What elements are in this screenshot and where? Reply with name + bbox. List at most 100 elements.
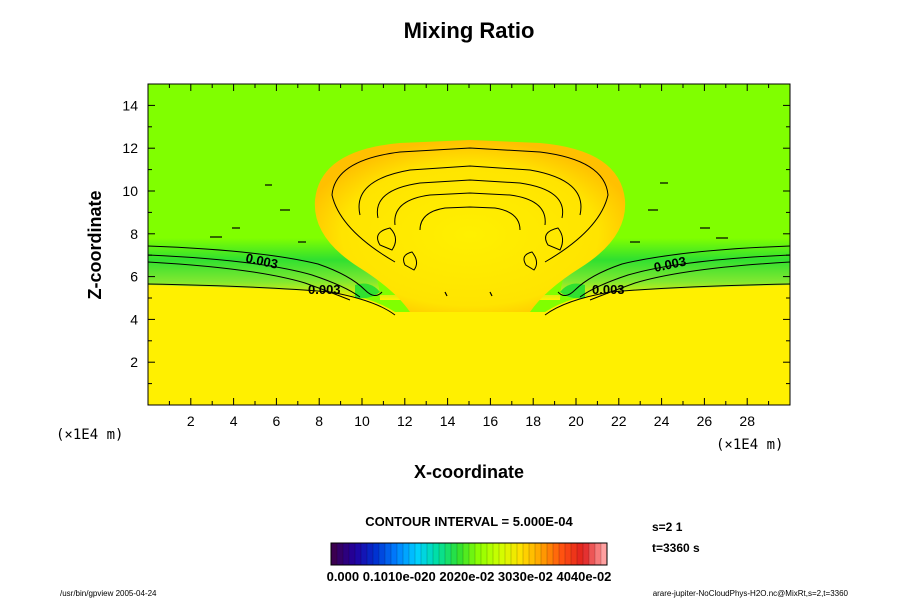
colorbar-swatch xyxy=(529,543,536,565)
colorbar-swatch xyxy=(379,543,386,565)
x-tick-label: 6 xyxy=(273,413,281,429)
time-label: t=3360 s xyxy=(652,541,700,555)
right-pocket xyxy=(560,283,585,299)
colorbar-swatch xyxy=(451,543,458,565)
x-tick-label: 26 xyxy=(697,413,713,429)
contour-label: 0.003 xyxy=(653,253,688,274)
footer-right: arare-jupiter-NoCloudPhys-H2O.nc@MixRt,s… xyxy=(653,589,849,598)
x-tick-label: 18 xyxy=(525,413,541,429)
y-tick-label: 6 xyxy=(130,269,138,285)
colorbar-swatch xyxy=(355,543,362,565)
y-axis-title: Z-coordinate xyxy=(85,190,105,299)
contour-label: 0.003 xyxy=(244,250,279,271)
colorbar-swatch xyxy=(589,543,596,565)
y-tick-label: 2 xyxy=(130,354,138,370)
colorbar-swatch xyxy=(397,543,404,565)
plume-ring-3 xyxy=(394,192,546,226)
colorbar-frame xyxy=(330,542,608,566)
x-axis: 2 4 6 8 10 12 14 16 18 20 22 24 26 28 xyxy=(168,84,770,429)
colorbar-swatch xyxy=(517,543,524,565)
colorbar-swatch xyxy=(595,543,602,565)
contour-label: 0.003 xyxy=(592,282,625,297)
colorbar-swatch xyxy=(373,543,380,565)
colorbar-swatch xyxy=(535,543,542,565)
slice-label: s=2 1 xyxy=(652,520,683,534)
contour-right-1 xyxy=(557,245,790,296)
colorbar-swatch xyxy=(337,543,344,565)
colorbar xyxy=(330,543,608,565)
y-tick-label: 10 xyxy=(122,183,138,199)
colorbar-swatch xyxy=(391,543,398,565)
x-tick-label: 20 xyxy=(568,413,584,429)
colorbar-swatch xyxy=(493,543,500,565)
plume-ring-4 xyxy=(419,206,521,231)
x-axis-unit: (×1E4 m) xyxy=(716,437,783,453)
contour-interval-label: CONTOUR INTERVAL = 5.000E-04 xyxy=(365,514,573,529)
chart-title: Mixing Ratio xyxy=(404,18,535,43)
colorbar-swatch xyxy=(547,543,554,565)
colorbar-swatch xyxy=(541,543,548,565)
contour-left-3 xyxy=(148,261,351,301)
colorbar-swatch xyxy=(385,543,392,565)
contour-label-layer: 0.003 0.003 0.003 0.003 xyxy=(244,250,687,297)
x-tick-label: 14 xyxy=(440,413,456,429)
colorbar-swatch xyxy=(415,543,422,565)
contour-left-4 xyxy=(148,283,396,316)
y-axis: 2 4 6 8 10 12 14 xyxy=(122,97,790,385)
colorbar-swatch xyxy=(361,543,368,565)
colorbar-swatch xyxy=(343,543,350,565)
colorbar-swatch xyxy=(403,543,410,565)
y-tick-label: 4 xyxy=(130,311,138,327)
contour-left-2 xyxy=(148,254,361,298)
contour-fragments xyxy=(210,182,728,297)
x-tick-label: 4 xyxy=(230,413,238,429)
colorbar-swatch xyxy=(433,543,440,565)
colorbar-swatch xyxy=(331,543,338,565)
plume-cell-3 xyxy=(403,251,418,271)
plume-ring-2 xyxy=(376,179,564,219)
colorbar-swatch xyxy=(445,543,452,565)
colorbar-swatch xyxy=(523,543,530,565)
x-tick-label: 24 xyxy=(654,413,670,429)
contour-lines xyxy=(148,147,790,316)
plume-outer-contour xyxy=(331,147,609,263)
plot-field xyxy=(148,84,790,405)
fragment xyxy=(489,291,493,297)
plume-cell-4 xyxy=(523,251,538,271)
contour-right-3 xyxy=(589,261,790,301)
x-tick-label: 8 xyxy=(315,413,323,429)
colorbar-swatch xyxy=(457,543,464,565)
left-pocket xyxy=(355,283,380,299)
y-tick-label: 8 xyxy=(130,226,138,242)
colorbar-swatch xyxy=(475,543,482,565)
colorbar-swatch xyxy=(559,543,566,565)
plume-ring-1 xyxy=(358,165,582,216)
colorbar-swatch xyxy=(553,543,560,565)
contour-right-2 xyxy=(579,254,790,298)
fragment xyxy=(444,291,448,297)
y-tick-label: 12 xyxy=(122,140,138,156)
x-tick-label: 16 xyxy=(483,413,499,429)
lower-layer-region xyxy=(148,285,790,405)
colorbar-swatch xyxy=(367,543,374,565)
colorbar-swatch xyxy=(505,543,512,565)
colorbar-swatch xyxy=(427,543,434,565)
colorbar-swatch xyxy=(421,543,428,565)
colorbar-swatch xyxy=(511,543,518,565)
x-tick-label: 12 xyxy=(397,413,413,429)
colorbar-swatch xyxy=(577,543,584,565)
x-tick-label: 28 xyxy=(739,413,755,429)
contour-right-4 xyxy=(544,283,790,316)
colorbar-swatch xyxy=(481,543,488,565)
colorbar-swatch xyxy=(601,543,608,565)
plume-cell-2 xyxy=(545,227,564,251)
colorbar-tick-labels: 0.000 0.1010e-020 2020e-02 3030e-02 4040… xyxy=(327,569,612,584)
y-tick-label: 14 xyxy=(122,97,138,113)
plume-region xyxy=(314,140,626,312)
colorbar-swatch xyxy=(349,543,356,565)
colorbar-swatch xyxy=(469,543,476,565)
x-tick-label: 22 xyxy=(611,413,627,429)
colorbar-swatch xyxy=(499,543,506,565)
x-tick-label: 2 xyxy=(187,413,195,429)
